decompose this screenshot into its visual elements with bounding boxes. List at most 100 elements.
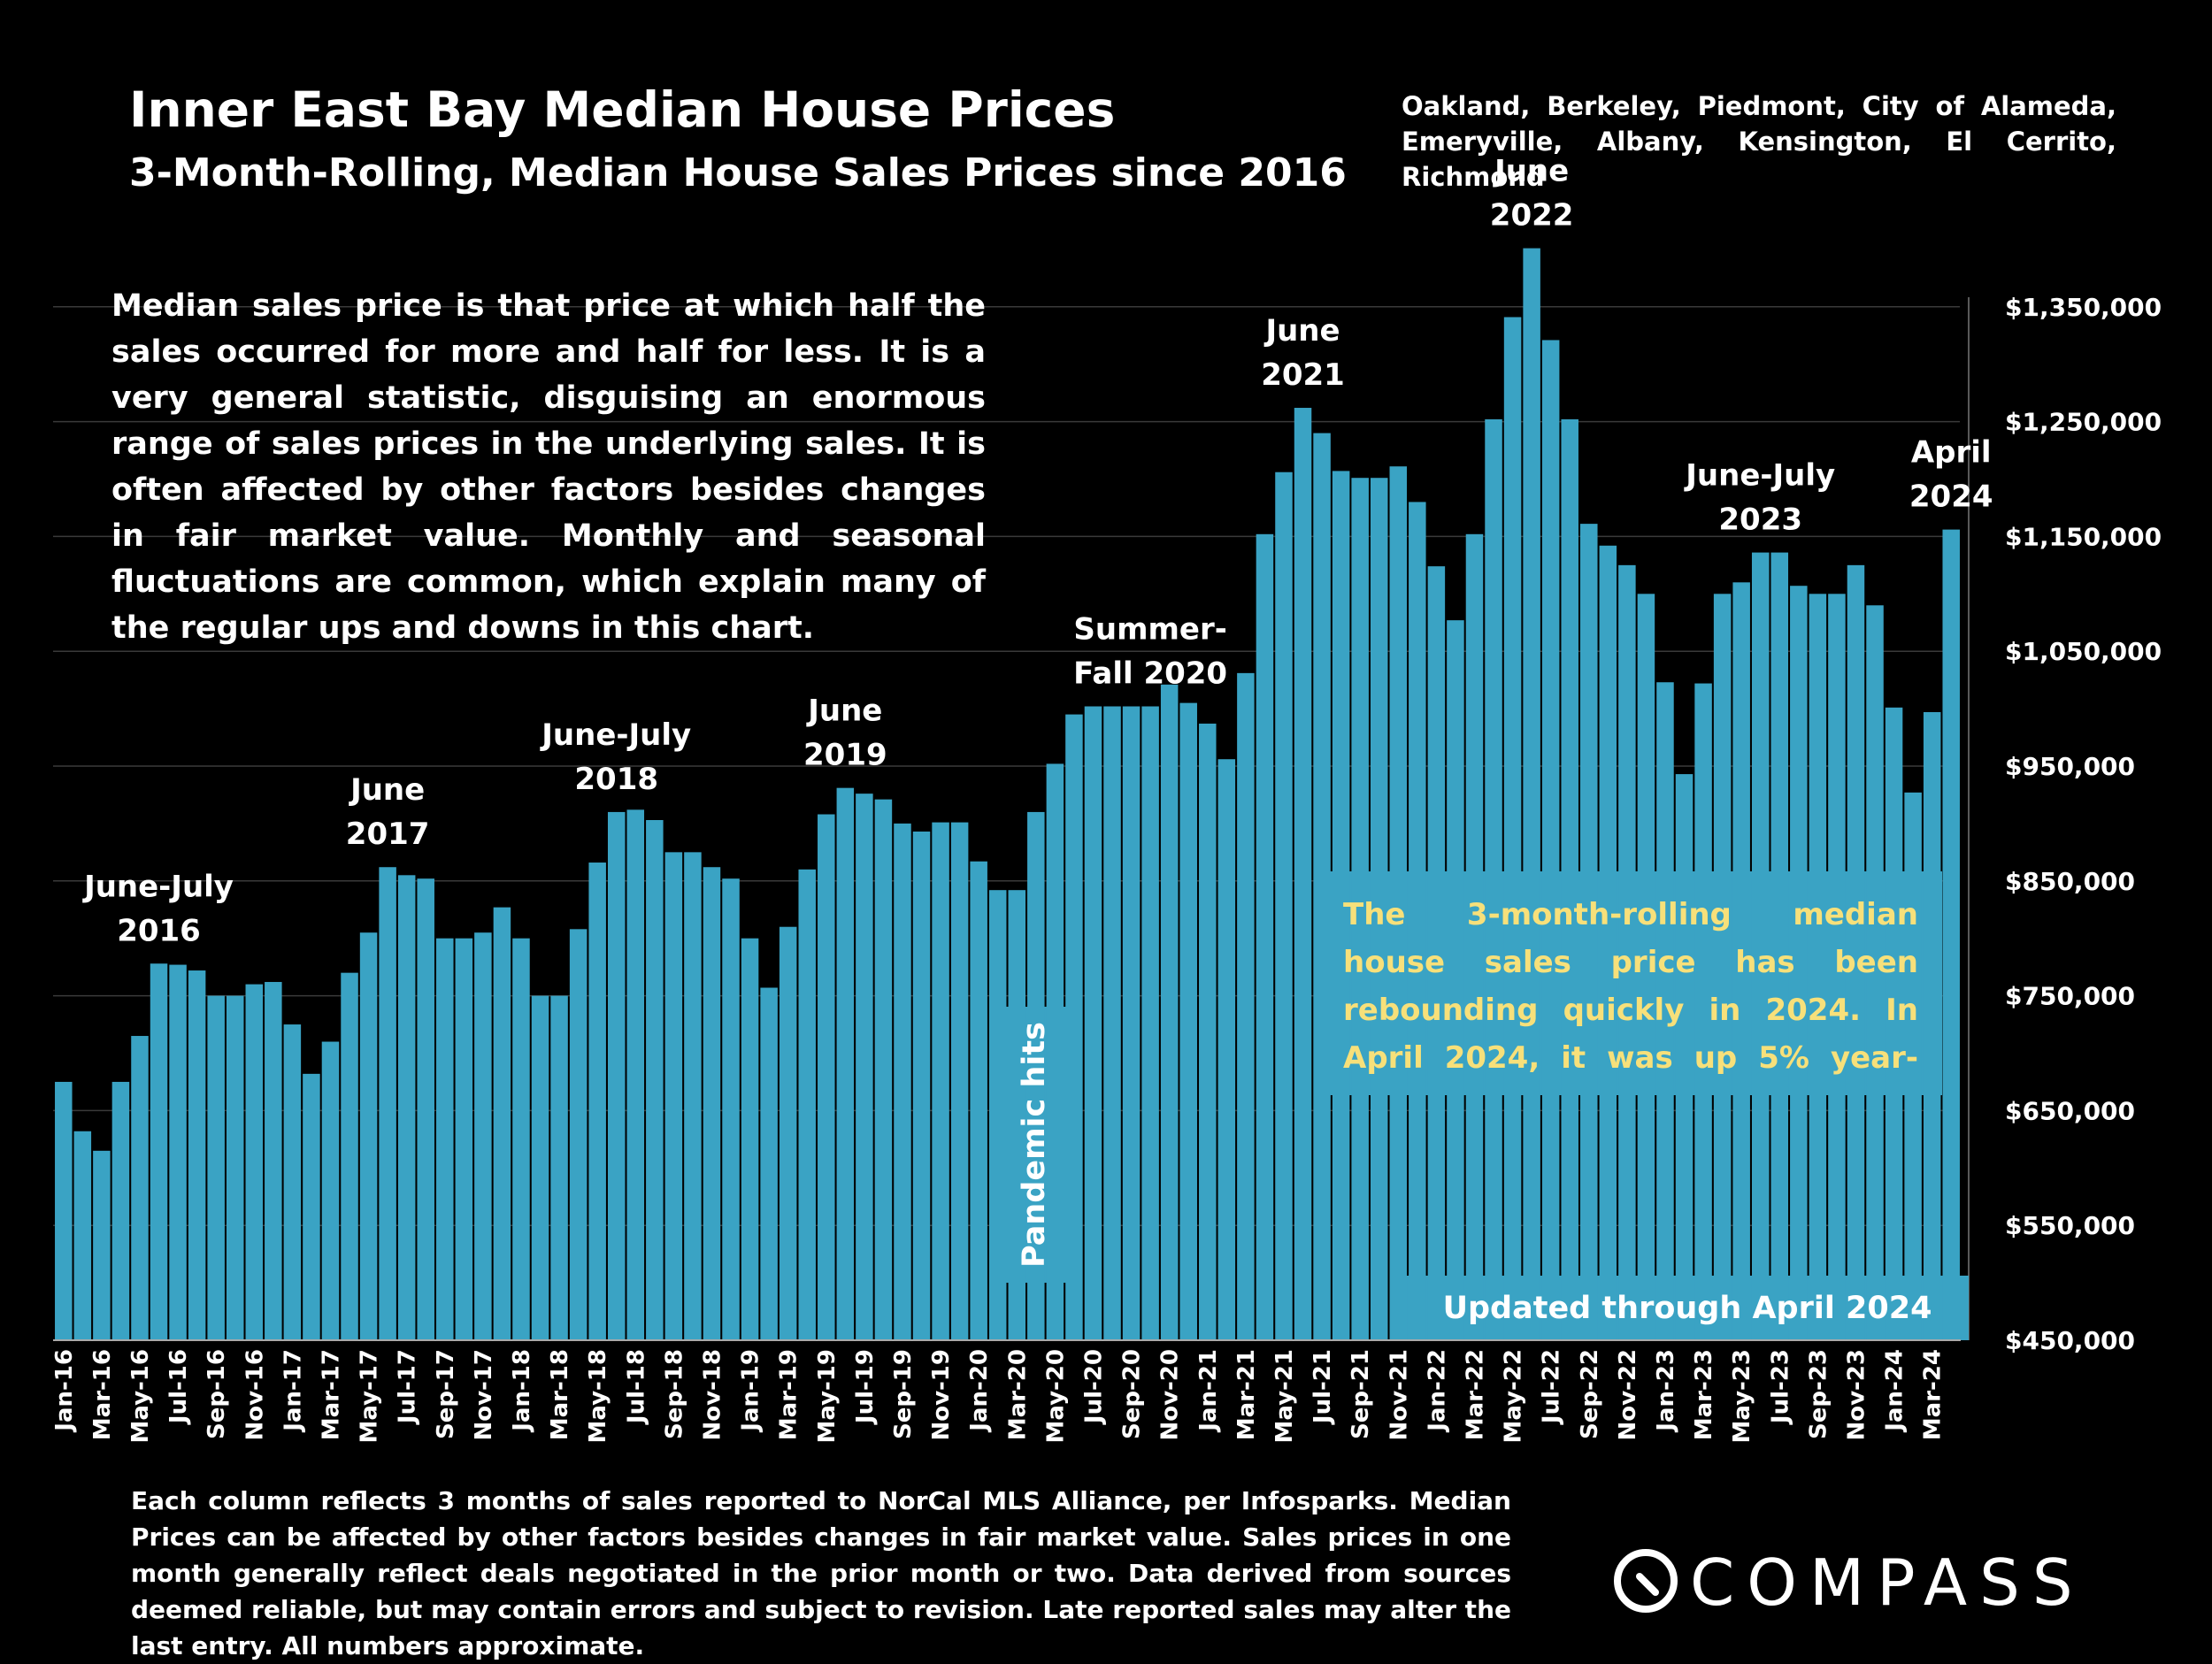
x-tick-label: Jul-22 (1539, 1349, 1565, 1425)
bar (1561, 419, 1578, 1340)
x-tick-label: Mar-24 (1920, 1349, 1947, 1440)
bar (874, 799, 893, 1340)
compass-logo-icon (1614, 1549, 1678, 1613)
bar (1179, 702, 1197, 1340)
bar (93, 1150, 111, 1340)
peak-annotation: 2021 (1261, 357, 1345, 393)
bar (188, 970, 206, 1340)
x-tick-label: Jan-18 (509, 1349, 535, 1433)
x-tick-label: Mar-21 (1233, 1349, 1260, 1440)
peak-annotation: 2024 (1909, 479, 1993, 515)
bar (798, 869, 816, 1340)
x-tick-label: Nov-20 (1157, 1349, 1184, 1441)
x-tick-label: Nov-18 (699, 1349, 726, 1441)
bar (912, 831, 931, 1340)
y-tick-label: $550,000 (2005, 1211, 2135, 1240)
bar (1199, 723, 1217, 1340)
bar (1828, 594, 1846, 1340)
bar (1065, 714, 1083, 1340)
peak-annotation: April (1911, 435, 1992, 471)
bar (169, 964, 187, 1340)
bar (131, 1036, 149, 1340)
bar (379, 867, 396, 1340)
x-tick-label: Jan-16 (51, 1349, 78, 1433)
pandemic-label: Pandemic hits (1017, 1022, 1052, 1268)
peak-annotation: June (1263, 313, 1340, 349)
updated-label: Updated through April 2024 (1443, 1291, 1932, 1326)
x-tick-label: Sep-19 (890, 1349, 917, 1439)
x-tick-label: May-21 (1271, 1349, 1298, 1444)
bar (55, 1081, 73, 1340)
x-tick-label: Jan-24 (1882, 1349, 1909, 1433)
bar (1027, 811, 1045, 1340)
y-tick-label: $450,000 (2005, 1326, 2135, 1355)
y-tick-label: $750,000 (2005, 982, 2135, 1011)
x-tick-label: Mar-23 (1691, 1349, 1717, 1440)
bar (1103, 706, 1121, 1340)
bar (321, 1041, 340, 1340)
bar (1809, 594, 1827, 1340)
x-tick-label: Sep-16 (204, 1349, 230, 1439)
bar (150, 963, 168, 1340)
bar (1866, 605, 1884, 1340)
bar (684, 852, 702, 1340)
bar (1141, 706, 1159, 1340)
x-tick-label: May-22 (1501, 1349, 1527, 1444)
x-tick-label: Jul-20 (1080, 1349, 1107, 1425)
bar (111, 1081, 130, 1340)
x-tick-label: Nov-19 (928, 1349, 955, 1441)
bar (1008, 890, 1026, 1340)
bar (1122, 706, 1141, 1340)
bar (1523, 248, 1540, 1340)
bar (1580, 524, 1598, 1340)
bar (1447, 620, 1464, 1340)
bar (1275, 472, 1293, 1340)
bar (856, 794, 873, 1340)
x-tick-label: Sep-20 (1119, 1349, 1146, 1439)
bar (359, 932, 378, 1340)
bar (1637, 594, 1655, 1340)
bar (1541, 340, 1560, 1340)
peak-annotation: June (349, 772, 425, 808)
bar (894, 823, 911, 1340)
x-tick-label: Jul-16 (165, 1349, 192, 1425)
bar (1618, 564, 1636, 1340)
x-tick-label: Jul-23 (1767, 1349, 1793, 1425)
x-tick-label: Jan-19 (738, 1349, 764, 1433)
bar (1237, 672, 1255, 1340)
x-tick-label: May-23 (1729, 1349, 1755, 1444)
bar (818, 814, 835, 1340)
x-tick-label: May-17 (357, 1349, 383, 1444)
bar (436, 938, 454, 1340)
bar (265, 982, 282, 1340)
x-tick-label: Sep-17 (433, 1349, 459, 1439)
bar (245, 984, 264, 1340)
footnote: Each column reflects 3 months of sales r… (131, 1486, 1511, 1660)
bar (397, 875, 416, 1340)
bar (1313, 433, 1331, 1341)
x-tick-label: Jan-21 (1195, 1349, 1222, 1433)
x-tick-label: Mar-16 (89, 1349, 116, 1440)
x-tick-label: Sep-22 (1577, 1349, 1603, 1439)
peak-annotation: 2019 (803, 738, 887, 773)
bar (1046, 763, 1064, 1340)
bar (1217, 759, 1236, 1340)
x-tick-label: May-19 (814, 1349, 841, 1444)
bar (1503, 317, 1522, 1341)
peak-annotation: Summer- (1073, 612, 1227, 648)
chart-subtitle: 3-Month-Rolling, Median House Sales Pric… (129, 150, 1347, 196)
bar (1713, 594, 1732, 1340)
bar (1409, 502, 1426, 1340)
y-tick-label: $1,350,000 (2005, 293, 2162, 322)
bar (1465, 533, 1484, 1340)
x-tick-label: Jul-17 (395, 1349, 421, 1425)
bar (341, 972, 358, 1340)
bar (932, 822, 949, 1340)
bar (512, 938, 530, 1340)
y-tick-label: $950,000 (2005, 752, 2135, 781)
y-tick-label: $1,150,000 (2005, 522, 2162, 551)
x-tick-label: Mar-20 (1004, 1349, 1031, 1440)
bar (1751, 552, 1770, 1340)
x-tick-label: Jan-20 (966, 1349, 993, 1433)
